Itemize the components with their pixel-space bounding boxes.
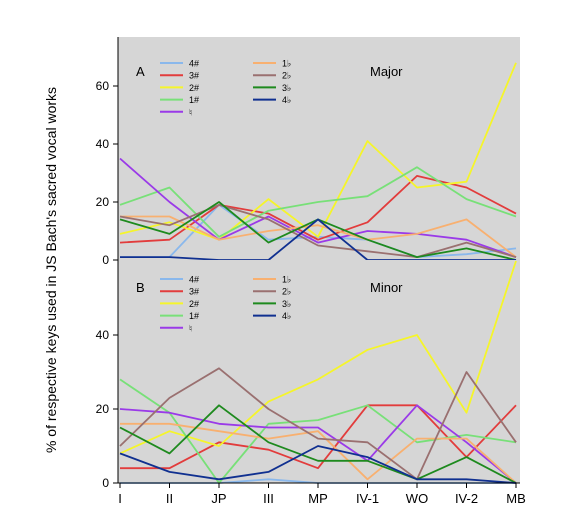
panel-a-legend-label: 3♭ xyxy=(282,83,291,93)
panel-a-title: Major xyxy=(370,64,403,79)
x-tick-label: WO xyxy=(406,491,428,506)
x-tick-label: IV-2 xyxy=(455,491,478,506)
panel-a-series-line-7 xyxy=(119,203,517,259)
panel-b-legend-label: 2# xyxy=(189,299,199,309)
panel-b-series-line-2 xyxy=(120,404,517,470)
panel-b-legend-label: 1# xyxy=(189,311,199,321)
panel-b-y-tick-label: 20 xyxy=(96,402,110,416)
panel-a-legend-label: 3# xyxy=(189,71,199,81)
panel-a-y-tick-label: 40 xyxy=(96,137,110,151)
panel-b-series-line-5 xyxy=(119,404,517,484)
panel-A: 0 20 40 60 A Major 4# 3# 2# 1# ♮ 1♭ 2♭ 3♭ 4♭ xyxy=(96,37,520,267)
panel-b-series-line-7 xyxy=(119,367,517,481)
panel-b-legend-label: 4♭ xyxy=(282,311,291,321)
panel-b-legend-label: 3♭ xyxy=(282,299,291,309)
x-tick-label: MP xyxy=(308,491,328,506)
panel-b-legend-label: ♮ xyxy=(189,323,192,333)
panel-b-series-line-9 xyxy=(119,445,517,484)
x-tick-label: IV-1 xyxy=(356,491,379,506)
panel-a-series-line-5 xyxy=(119,157,517,258)
panel-a-y-tick-label: 20 xyxy=(96,195,110,209)
x-tick-label: I xyxy=(118,491,122,506)
panel-b-legend-label: 2♭ xyxy=(282,287,291,297)
panel-a-y-tick-label: 60 xyxy=(96,79,110,93)
panel-a-legend-label: 2# xyxy=(189,83,199,93)
panel-b-title: Minor xyxy=(370,280,403,295)
panel-a-series-line-4 xyxy=(119,166,517,238)
panel-a-legend-label: 2♭ xyxy=(282,71,291,81)
panel-a-legend-label: 4♭ xyxy=(282,95,291,105)
panel-B: 0 20 40 B Minor 4# 3# 2# 1# ♮ 1♭ 2♭ 3♭ 4♭ xyxy=(96,260,520,490)
panel-a-legend-label: 1♭ xyxy=(282,59,291,69)
x-tick-label: MB xyxy=(506,491,526,506)
panel-b-series-line-6 xyxy=(120,422,517,484)
panel-b-letter: B xyxy=(136,280,145,295)
panel-a-letter: A xyxy=(136,64,145,79)
panel-a-legend-label: 4# xyxy=(189,59,199,69)
y-axis-label: % of respective keys used in JS Bach's s… xyxy=(43,87,59,453)
panel-b-y-tick-label: 0 xyxy=(102,476,109,490)
panel-b-legend-label: 3# xyxy=(189,287,199,297)
panel-a-y-tick-label: 0 xyxy=(102,253,109,267)
x-tick-label: JP xyxy=(211,491,226,506)
x-tick-label: II xyxy=(166,491,173,506)
panel-b-legend-label: 1♭ xyxy=(282,275,291,285)
panel-a-legend-label: ♮ xyxy=(189,107,192,117)
panel-a-series-line-3 xyxy=(119,62,517,241)
x-tick-label: III xyxy=(263,491,274,506)
panel-b-y-tick-label: 40 xyxy=(96,328,110,342)
panel-a-legend-label: 1# xyxy=(189,95,199,105)
panel-a-plot-area xyxy=(118,37,520,260)
panel-b-legend-label: 4# xyxy=(189,275,199,285)
panel-b-series-line-8 xyxy=(119,404,517,484)
